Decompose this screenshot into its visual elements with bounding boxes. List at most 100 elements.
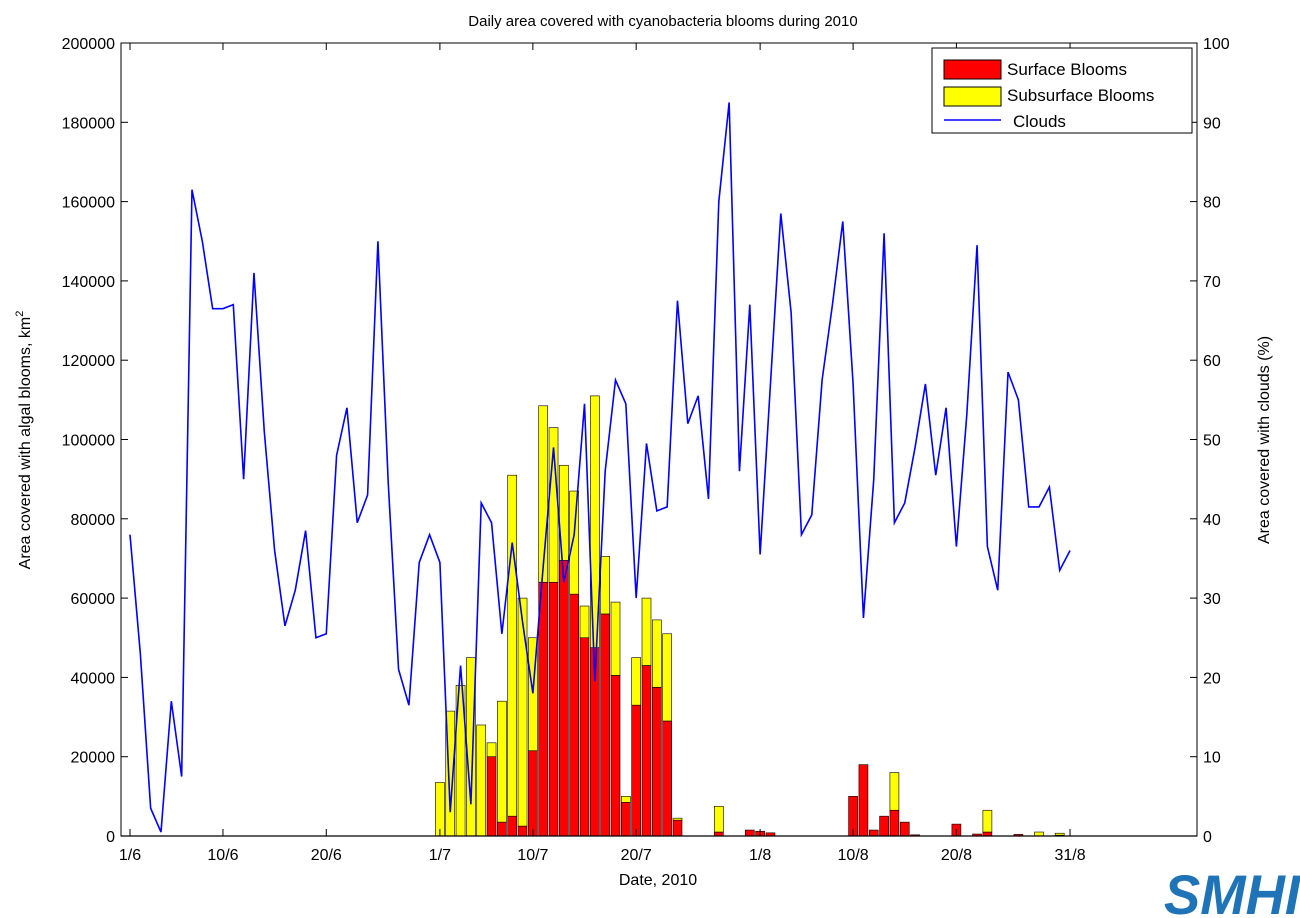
y-axis-right: 0 10 20 30 40 50 60 70 80 90 100 [1190, 36, 1230, 846]
legend-label-surface: Surface Blooms [1007, 60, 1127, 79]
series-line-clouds [129, 102, 1071, 833]
bar-subsurface-blooms [486, 742, 497, 758]
y-axis-title: Area covered with algal blooms, km2 [14, 311, 34, 570]
y2-tick-label: 20 [1203, 670, 1221, 687]
legend-swatch-surface [943, 59, 1002, 80]
y-tick-label: 40000 [71, 670, 116, 687]
bar-surface-blooms [621, 801, 631, 837]
chart-title: Daily area covered with cyanobacteria bl… [468, 13, 857, 30]
bars [435, 395, 1065, 837]
bar-subsurface-blooms [621, 796, 631, 803]
bar-surface-blooms [662, 720, 672, 837]
x-tick-label: 1/8 [749, 847, 771, 864]
bar-surface-blooms [889, 809, 900, 837]
y-tick-label: 120000 [62, 353, 115, 370]
x-tick-label: 31/8 [1054, 847, 1085, 864]
y-axis-title-text: Area covered with algal blooms, km [17, 317, 34, 570]
bar-surface-blooms [641, 665, 652, 837]
bar-subsurface-blooms [982, 809, 993, 833]
bar-subsurface-blooms [476, 724, 487, 837]
bar-subsurface-blooms [517, 597, 528, 827]
bar-subsurface-blooms [538, 405, 549, 583]
bar-surface-blooms [744, 829, 755, 837]
bar-subsurface-blooms [652, 619, 662, 688]
bar-subsurface-blooms [631, 657, 641, 706]
bar-surface-blooms [579, 637, 590, 837]
bar-surface-blooms [507, 815, 518, 837]
smhi-logo-text: SMHI [1164, 863, 1300, 918]
x-axis-title: Date, 2010 [619, 872, 697, 889]
bar-surface-blooms [497, 821, 507, 837]
bar-subsurface-blooms [889, 772, 900, 811]
x-tick-label: 1/7 [429, 847, 451, 864]
bar-subsurface-blooms [714, 805, 724, 833]
bar-surface-blooms [631, 704, 641, 837]
x-tick-label: 20/6 [311, 847, 342, 864]
x-tick-label: 1/6 [119, 847, 141, 864]
bar-subsurface-blooms [662, 633, 672, 722]
y-axis-title-superscript: 2 [14, 311, 26, 317]
bar-subsurface-blooms [600, 556, 610, 615]
x-tick-label: 20/7 [621, 847, 652, 864]
bar-surface-blooms [517, 825, 528, 837]
legend-swatch-subsurface [943, 86, 1002, 107]
bar-surface-blooms [486, 756, 497, 837]
y-tick-label: 100000 [62, 433, 115, 450]
y2-tick-label: 0 [1203, 829, 1212, 846]
y-tick-label: 160000 [62, 195, 115, 212]
bar-subsurface-blooms [590, 395, 600, 648]
bar-surface-blooms [600, 613, 610, 837]
bar-surface-blooms [652, 687, 662, 837]
y-tick-label: 20000 [71, 750, 116, 767]
bar-surface-blooms [858, 764, 869, 837]
bar-subsurface-blooms [569, 490, 579, 595]
x-tick-label: 10/7 [517, 847, 548, 864]
legend-label-clouds: Clouds [1013, 112, 1066, 131]
bar-surface-blooms [879, 815, 889, 837]
bar-subsurface-blooms [466, 657, 476, 837]
bar-subsurface-blooms [435, 782, 445, 837]
y2-tick-label: 30 [1203, 591, 1221, 608]
bar-subsurface-blooms [579, 605, 590, 639]
y-tick-label: 80000 [71, 512, 116, 529]
y2-tick-label: 60 [1203, 353, 1221, 370]
y-tick-label: 0 [106, 829, 115, 846]
y-tick-label: 60000 [71, 591, 116, 608]
y2-tick-label: 90 [1203, 115, 1221, 132]
x-tick-label: 10/6 [207, 847, 238, 864]
bar-subsurface-blooms [497, 700, 507, 823]
y2-tick-label: 80 [1203, 195, 1221, 212]
bar-subsurface-blooms [507, 474, 518, 817]
x-tick-label: 10/8 [838, 847, 869, 864]
y2-tick-label: 40 [1203, 512, 1221, 529]
y2-tick-label: 100 [1203, 36, 1230, 53]
bar-surface-blooms [548, 581, 559, 837]
y-tick-label: 140000 [62, 274, 115, 291]
bar-surface-blooms [528, 750, 538, 837]
legend-label-subsurface: Subsurface Blooms [1007, 86, 1154, 105]
bar-surface-blooms [868, 829, 879, 837]
y2-tick-label: 50 [1203, 433, 1221, 450]
bar-subsurface-blooms [672, 817, 683, 821]
bar-subsurface-blooms [559, 464, 569, 561]
bar-subsurface-blooms [528, 637, 538, 752]
bar-surface-blooms [569, 593, 579, 837]
y-axis-left: 0 20000 40000 60000 80000 100000 120000 140000 1… [62, 36, 128, 846]
bar-subsurface-blooms [1054, 832, 1065, 836]
bar-surface-blooms [538, 581, 549, 837]
bar-subsurface-blooms [641, 597, 652, 666]
y2-tick-label: 10 [1203, 750, 1221, 767]
bar-subsurface-blooms [610, 601, 621, 676]
y-tick-label: 200000 [62, 36, 115, 53]
x-axis: 1/6 10/6 20/6 1/7 10/7 20/7 1/8 10/8 20/8 31/8 [119, 43, 1086, 864]
bar-surface-blooms [610, 675, 621, 837]
legend: Surface Blooms Subsurface Blooms Clouds [931, 47, 1193, 134]
x-tick-label: 20/8 [941, 847, 972, 864]
y2-axis-title: Area covered with clouds (%) [1256, 336, 1273, 544]
y2-tick-label: 70 [1203, 274, 1221, 291]
bar-surface-blooms [899, 821, 910, 837]
bar-surface-blooms [559, 560, 569, 837]
y-tick-label: 180000 [62, 115, 115, 132]
smhi-logo: SMHI [1164, 863, 1300, 918]
